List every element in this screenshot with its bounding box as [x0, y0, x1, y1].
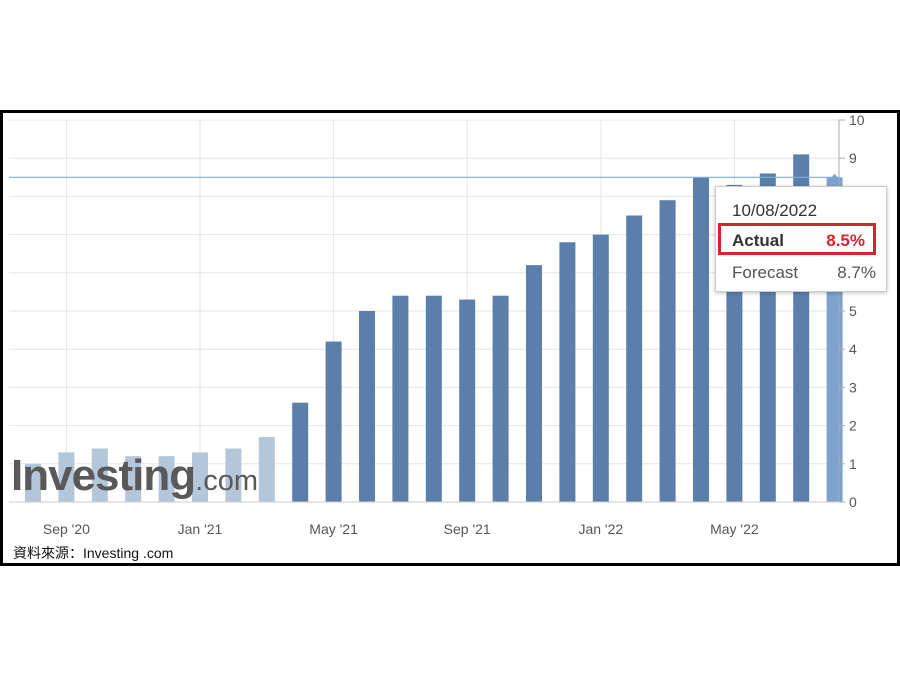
y-tick-label: 4 — [849, 341, 857, 357]
bar — [58, 452, 75, 502]
x-tick-label: Jan '22 — [578, 521, 623, 537]
y-tick-label: 5 — [849, 303, 857, 319]
source-note: 資料來源：Investing .com — [13, 545, 174, 561]
x-tick-label: Jan '21 — [178, 521, 223, 537]
bar — [592, 234, 609, 502]
bar — [559, 242, 576, 503]
x-tick-label: Sep '21 — [444, 521, 491, 537]
logo-suffix: .com — [195, 465, 258, 497]
y-tick-label: 0 — [849, 494, 857, 510]
bar — [526, 265, 542, 502]
y-tick-label: 1 — [849, 456, 857, 472]
logo-brand: Investing — [11, 451, 196, 500]
bar — [392, 295, 409, 502]
y-axis: 012345678910 — [838, 113, 865, 510]
investing-watermark-logo: Investing.com — [11, 451, 258, 501]
reference-line-group — [9, 173, 843, 184]
x-axis: Sep '20 Jan '21 May '21 Sep '21 Jan '22 May '… — [9, 501, 839, 537]
tooltip-actual-label: Actual — [732, 231, 784, 250]
bar — [192, 452, 208, 502]
tooltip-actual-row: Actual 8.5% — [718, 223, 876, 255]
bar — [292, 402, 309, 502]
bar — [158, 456, 175, 502]
data-tooltip: 10/08/2022 Actual 8.5% Forecast 8.7% — [715, 186, 887, 292]
bar — [125, 456, 142, 502]
bar — [225, 448, 242, 502]
y-tick-label: 10 — [849, 113, 865, 128]
bar — [626, 215, 643, 502]
x-tick-label: May '22 — [710, 521, 759, 537]
bar — [91, 448, 108, 502]
tooltip-forecast-label: Forecast — [732, 263, 799, 282]
tooltip-date: 10/08/2022 — [732, 201, 818, 220]
y-tick-label: 3 — [849, 379, 857, 395]
bar — [359, 311, 375, 502]
x-tick-label: Sep '20 — [43, 521, 90, 537]
bar — [693, 177, 709, 503]
x-tick-label: May '21 — [309, 521, 358, 537]
bar — [325, 341, 342, 502]
bar — [258, 437, 275, 502]
y-tick-label: 9 — [849, 150, 857, 166]
tooltip-forecast-value: 8.7% — [837, 263, 876, 282]
bar — [459, 299, 476, 502]
bar — [659, 200, 676, 502]
bar — [492, 295, 509, 502]
tooltip-actual-value: 8.5% — [826, 231, 865, 250]
bar — [25, 463, 41, 502]
bar — [425, 295, 442, 502]
y-tick-label: 2 — [849, 418, 857, 434]
